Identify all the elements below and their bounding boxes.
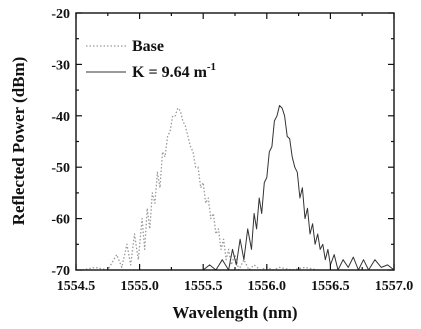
series-line-1 (202, 105, 395, 271)
x-tick-label: 1555.0 (120, 279, 159, 294)
plot-layer (82, 105, 395, 271)
x-tick-label: 1556.0 (248, 279, 287, 294)
y-tick-label: -30 (51, 58, 70, 73)
x-tick-label: 1556.5 (311, 279, 350, 294)
y-tick-label: -70 (51, 264, 70, 279)
legend-label-base: Base (132, 38, 164, 55)
y-tick-label: -50 (51, 161, 70, 176)
legend-label-k-sup: -1 (207, 61, 216, 73)
y-tick-label: -40 (51, 110, 70, 125)
legend-label-k-main: K = 9.64 m (132, 64, 208, 81)
series-0 (82, 107, 318, 271)
ticks-layer: 1554.5 1555.0 1555.5 1556.0 1556.5 1557.0 -70 -… (51, 7, 413, 294)
legend: Base K = 9.64 m-1 (86, 38, 216, 81)
y-tick-label: -20 (51, 7, 70, 22)
x-axis-label: Wavelength (nm) (172, 303, 297, 322)
x-tick-label: 1555.5 (184, 279, 223, 294)
series-1 (202, 105, 395, 271)
legend-label-k: K = 9.64 m-1 (132, 61, 216, 81)
y-axis-label: Reflected Power (dBm) (9, 57, 28, 226)
y-tick-label: -60 (51, 213, 70, 228)
x-tick-label: 1557.0 (375, 279, 414, 294)
x-tick-label: 1554.5 (57, 279, 96, 294)
series-line-0 (82, 107, 318, 271)
